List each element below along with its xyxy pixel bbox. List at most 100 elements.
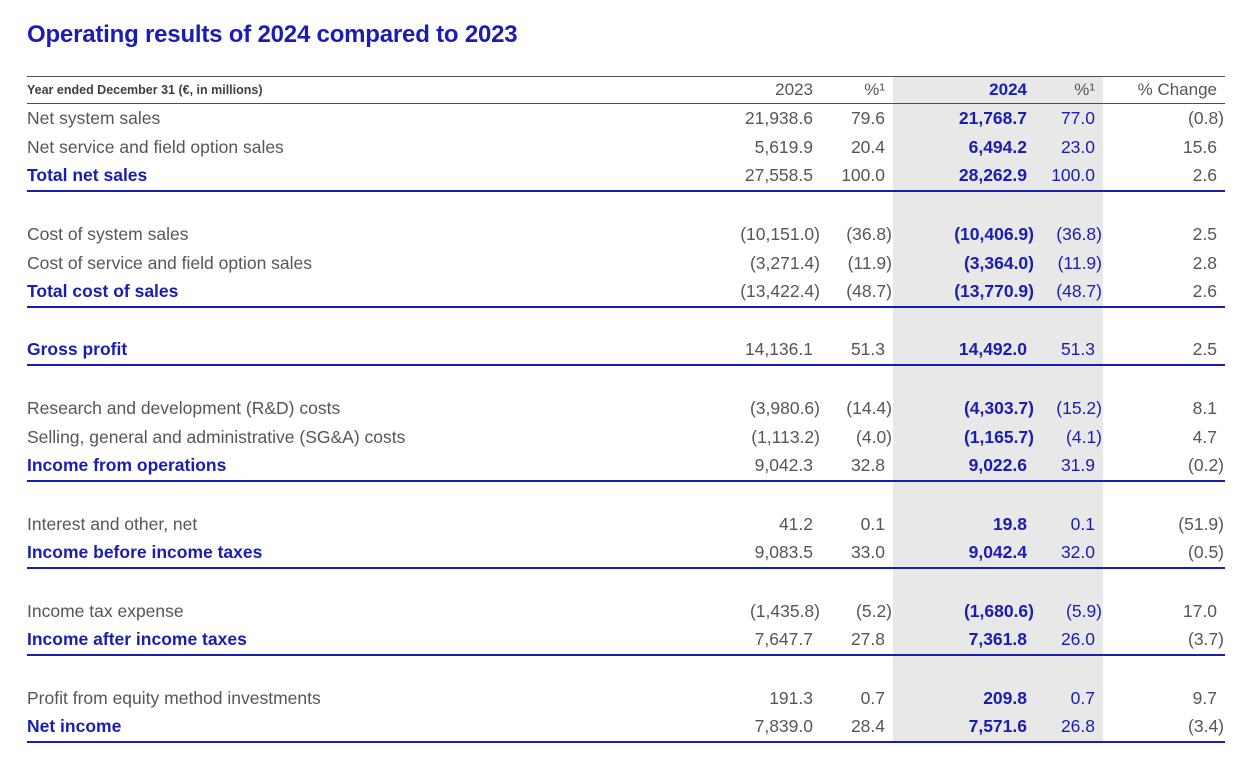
pct-2023: (14.4)	[846, 397, 892, 418]
table-row-cost-service-sales: Cost of service and field option sales (…	[27, 248, 1225, 278]
value-2023: 41.2	[778, 513, 813, 534]
table-row-income-tax-expense: Income tax expense (1,435.8) (5.2) (1,68…	[27, 596, 1225, 626]
pct-2024: 26.8	[1035, 712, 1103, 743]
pct-change: 9.7	[1192, 687, 1217, 708]
value-2024: (1,680.6)	[893, 596, 1035, 626]
value-2023: (1,113.2)	[751, 426, 820, 447]
pct-2023: (48.7)	[821, 277, 893, 308]
pct-change: (0.5)	[1103, 538, 1225, 569]
pct-change: (3.4)	[1103, 712, 1225, 743]
pct-2024: (11.9)	[1035, 248, 1103, 278]
table-row-net-service-sales: Net service and field option sales 5,619…	[27, 132, 1225, 162]
table-row-equity-method-investments: Profit from equity method investments 19…	[27, 683, 1225, 713]
value-2023: 21,938.6	[744, 107, 813, 128]
value-2023: 7,839.0	[709, 712, 821, 743]
row-label: Net income	[27, 712, 709, 743]
pct-change: 2.8	[1192, 252, 1217, 273]
col-header-change: % Change	[1137, 80, 1217, 99]
table-row-cost-system-sales: Cost of system sales (10,151.0) (36.8) (…	[27, 219, 1225, 249]
row-label: Cost of service and field option sales	[27, 252, 313, 273]
col-header-2024-pct: %¹	[1035, 76, 1103, 104]
row-label: Income from operations	[27, 451, 709, 482]
pct-2024: 32.0	[1035, 538, 1103, 569]
value-2023: 191.3	[769, 687, 813, 708]
pct-2024: (5.9)	[1035, 596, 1103, 626]
value-2024: 7,571.6	[893, 712, 1035, 743]
row-label: Profit from equity method investments	[27, 687, 321, 708]
spacer-row	[27, 364, 1225, 394]
operating-results-page: Operating results of 2024 compared to 20…	[27, 21, 1225, 743]
table-row-net-system-sales: Net system sales 21,938.6 79.6 21,768.7 …	[27, 103, 1225, 133]
pct-2023: (4.0)	[856, 426, 892, 447]
value-2024: (13,770.9)	[893, 277, 1035, 308]
table-header-row: Year ended December 31 (€, in millions) …	[27, 76, 1225, 104]
col-header-2024: 2024	[893, 76, 1035, 104]
pct-change: 2.6	[1103, 277, 1225, 308]
operating-results-table: Year ended December 31 (€, in millions) …	[27, 76, 1225, 743]
value-2024: 19.8	[893, 509, 1035, 539]
value-2023: (1,435.8)	[749, 600, 820, 621]
pct-2024: 51.3	[1035, 335, 1103, 366]
value-2023: 9,083.5	[709, 538, 821, 569]
pct-change: 4.7	[1192, 426, 1217, 447]
row-label: Income after income taxes	[27, 625, 709, 656]
pct-change: 15.6	[1182, 136, 1217, 157]
row-label: Cost of system sales	[27, 223, 189, 244]
spacer-row	[27, 567, 1225, 597]
pct-change: 2.6	[1103, 161, 1225, 192]
pct-2024: (48.7)	[1035, 277, 1103, 308]
value-2023: 7,647.7	[709, 625, 821, 656]
value-2024: (4,303.7)	[893, 393, 1035, 423]
value-2023: 5,619.9	[754, 136, 813, 157]
table-row-gross-profit: Gross profit 14,136.1 51.3 14,492.0 51.3…	[27, 335, 1225, 366]
spacer-row	[27, 654, 1225, 684]
value-2024: (3,364.0)	[893, 248, 1035, 278]
page-title: Operating results of 2024 compared to 20…	[27, 21, 518, 48]
table-caption: Year ended December 31 (€, in millions)	[27, 83, 263, 97]
pct-change: 2.5	[1192, 223, 1217, 244]
value-2024: 21,768.7	[893, 103, 1035, 133]
value-2024: 9,022.6	[893, 451, 1035, 482]
table-row-interest-and-other: Interest and other, net 41.2 0.1 19.8 0.…	[27, 509, 1225, 539]
pct-change: 2.5	[1103, 335, 1225, 366]
pct-2023: 32.8	[821, 451, 893, 482]
pct-2024: (4.1)	[1035, 422, 1103, 452]
pct-2023: 0.7	[860, 687, 885, 708]
value-2023: (3,271.4)	[749, 252, 820, 273]
value-2024: 28,262.9	[893, 161, 1035, 192]
pct-2023: 100.0	[821, 161, 893, 192]
value-2024: (1,165.7)	[893, 422, 1035, 452]
value-2023: 9,042.3	[709, 451, 821, 482]
pct-2024: 100.0	[1035, 161, 1103, 192]
pct-2024: 0.7	[1035, 683, 1103, 713]
table-row-sga-costs: Selling, general and administrative (SG&…	[27, 422, 1225, 452]
value-2024: (10,406.9)	[893, 219, 1035, 249]
pct-change: (51.9)	[1178, 513, 1224, 534]
table-row-rd-costs: Research and development (R&D) costs (3,…	[27, 393, 1225, 423]
value-2024: 209.8	[893, 683, 1035, 713]
row-label: Income tax expense	[27, 600, 184, 621]
row-label: Income before income taxes	[27, 538, 709, 569]
col-header-2023: 2023	[775, 80, 813, 99]
pct-2024: 23.0	[1035, 132, 1103, 162]
value-2024: 9,042.4	[893, 538, 1035, 569]
pct-2024: (36.8)	[1035, 219, 1103, 249]
row-label: Selling, general and administrative (SG&…	[27, 426, 406, 447]
pct-2023: 20.4	[850, 136, 885, 157]
table-row-total-net-sales: Total net sales 27,558.5 100.0 28,262.9 …	[27, 161, 1225, 192]
row-label: Total net sales	[27, 161, 709, 192]
pct-2023: (11.9)	[847, 252, 892, 273]
pct-2023: 51.3	[821, 335, 893, 366]
col-header-2023-pct: %¹	[864, 80, 885, 99]
pct-2024: 0.1	[1035, 509, 1103, 539]
row-label: Net service and field option sales	[27, 136, 284, 157]
pct-2024: 26.0	[1035, 625, 1103, 656]
value-2024: 6,494.2	[893, 132, 1035, 162]
value-2023: 14,136.1	[709, 335, 821, 366]
pct-2023: (5.2)	[856, 600, 892, 621]
table-row-income-from-operations: Income from operations 9,042.3 32.8 9,02…	[27, 451, 1225, 482]
pct-2023: 33.0	[821, 538, 893, 569]
table-row-income-before-taxes: Income before income taxes 9,083.5 33.0 …	[27, 538, 1225, 569]
pct-2024: (15.2)	[1035, 393, 1103, 423]
row-label: Total cost of sales	[27, 277, 709, 308]
